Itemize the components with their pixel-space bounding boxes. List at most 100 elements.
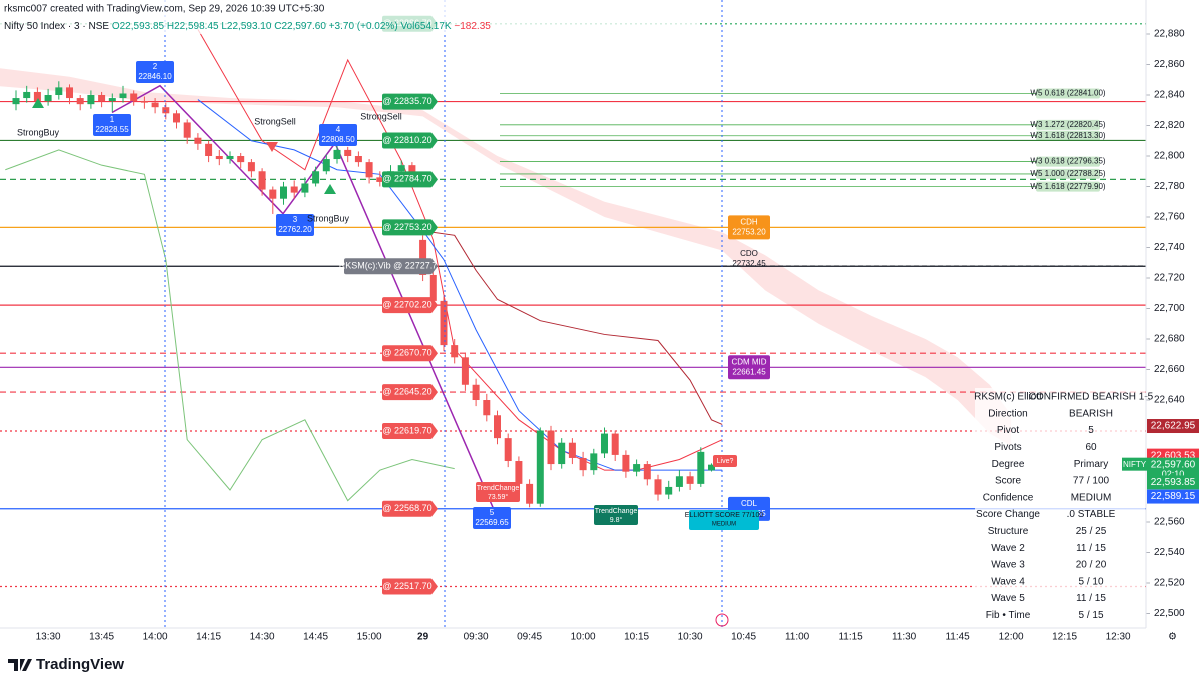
candle-body bbox=[344, 149, 352, 157]
candle-body bbox=[665, 486, 673, 495]
score-badge-level: MEDIUM bbox=[712, 522, 736, 528]
level-tag-label: @ 22810.20 bbox=[382, 135, 431, 145]
info-table-value: Primary bbox=[1074, 459, 1108, 470]
score-badge bbox=[689, 510, 759, 530]
pivot-value: 22569.65 bbox=[475, 518, 509, 527]
info-table-key: Structure bbox=[988, 526, 1029, 537]
info-table-value: MEDIUM bbox=[1071, 492, 1112, 503]
settings-icon[interactable]: ⚙ bbox=[1168, 632, 1177, 643]
y-tick-label: 22,780 bbox=[1154, 181, 1185, 192]
level-tag-arrow bbox=[432, 345, 438, 362]
level-tag-label: @ 22702.20 bbox=[382, 300, 431, 310]
day-level-tag bbox=[728, 215, 770, 240]
brand-logo bbox=[8, 659, 32, 671]
candle-body bbox=[419, 239, 427, 275]
info-table-key: Wave 3 bbox=[991, 560, 1025, 571]
day-level-value: 22753.20 bbox=[732, 227, 766, 236]
x-tick-label: 09:45 bbox=[517, 632, 542, 643]
info-table-value: 11 / 15 bbox=[1076, 593, 1106, 604]
fib-label: W3 1.272 (22820.45) bbox=[1030, 120, 1105, 129]
price-tag-label: 22,593.85 bbox=[1151, 477, 1196, 488]
candle-body bbox=[237, 156, 245, 163]
candle-body bbox=[183, 122, 191, 138]
fib-tag bbox=[1036, 168, 1100, 179]
indicator-line bbox=[197, 99, 723, 471]
info-table-key: Wave 4 bbox=[991, 576, 1025, 587]
candle-body bbox=[119, 93, 127, 99]
info-table-value: 11 / 15 bbox=[1076, 543, 1106, 554]
candle-body bbox=[333, 149, 341, 160]
y-tick-label: 22,720 bbox=[1154, 273, 1185, 284]
sell-arrow bbox=[266, 142, 278, 152]
info-table-value: 5 bbox=[1088, 425, 1094, 436]
level-tag-label: @ 22784.70 bbox=[382, 174, 431, 184]
level-tag-label: @ 22619.70 bbox=[382, 425, 431, 435]
candle-body bbox=[515, 461, 523, 484]
level-tag-arrow bbox=[432, 578, 438, 595]
attribution: rksmc007 created with TradingView.com, S… bbox=[4, 4, 325, 15]
header-bg bbox=[0, 0, 700, 34]
candle-body bbox=[697, 451, 705, 484]
candle-body bbox=[547, 430, 555, 465]
info-table-key: Pivots bbox=[994, 442, 1021, 453]
x-tick-label: 10:30 bbox=[678, 632, 703, 643]
candle-body bbox=[472, 384, 480, 401]
signal-label: StrongSell bbox=[254, 116, 296, 126]
candle-body bbox=[601, 433, 608, 454]
candle-body bbox=[173, 113, 180, 123]
trend-angle: 9.8° bbox=[610, 516, 623, 524]
pivot-number: 4 bbox=[336, 125, 341, 134]
indicator-line bbox=[5, 149, 455, 502]
candle-body bbox=[322, 159, 330, 172]
candle-body bbox=[290, 186, 298, 193]
x-tick-label: 11:00 bbox=[785, 632, 810, 643]
level-tag-label: RKSM(c):Vib @ 22727.7 bbox=[339, 261, 438, 271]
pivot-box bbox=[93, 114, 131, 136]
fib-tag bbox=[1036, 181, 1100, 192]
level-tag-label: @ 22645.20 bbox=[382, 386, 431, 396]
pivot-number: 1 bbox=[110, 115, 115, 124]
candle-body bbox=[12, 98, 20, 105]
brand-name: TradingView bbox=[36, 656, 124, 673]
pivot-box bbox=[473, 507, 511, 529]
price-tag bbox=[1147, 419, 1199, 434]
info-table-key: Direction bbox=[988, 408, 1027, 419]
fib-label: W3 0.618 (22796.35) bbox=[1030, 157, 1105, 166]
candle-body bbox=[686, 476, 694, 484]
level-tag-arrow bbox=[432, 171, 438, 188]
candle-body bbox=[215, 156, 223, 160]
level-tag-label: @ 22670.70 bbox=[382, 348, 431, 358]
candle-body bbox=[140, 101, 148, 103]
y-tick-label: 22,640 bbox=[1154, 395, 1185, 406]
countdown: 02:10 bbox=[1162, 469, 1185, 479]
candle-body bbox=[590, 453, 598, 471]
candle-body bbox=[397, 165, 405, 172]
price-tag bbox=[1147, 475, 1199, 490]
pivot-value: 22762.20 bbox=[278, 225, 312, 234]
candle-body bbox=[87, 95, 95, 105]
level-tag bbox=[382, 422, 432, 439]
indicator-line bbox=[422, 230, 723, 425]
candle-body bbox=[33, 91, 41, 102]
info-table-value: .0 STABLE bbox=[1067, 509, 1116, 520]
price-tag-label: 22,597.60 bbox=[1151, 459, 1196, 470]
candle-body bbox=[76, 98, 84, 105]
x-tick-label: 11:30 bbox=[892, 632, 917, 643]
candle-body bbox=[44, 95, 52, 102]
candle-body bbox=[194, 137, 202, 144]
level-tag bbox=[382, 297, 432, 314]
day-level-name: CDL bbox=[741, 499, 758, 508]
y-tick-label: 22,560 bbox=[1154, 517, 1185, 528]
plot-area: W5 0.618 (22841.00) W3 1.272 (22820.45) W3… bbox=[0, 23, 1150, 615]
x-tick-label: 13:45 bbox=[89, 632, 114, 643]
x-tick-label: 15:00 bbox=[357, 632, 382, 643]
event-icon bbox=[715, 613, 729, 627]
x-tick-label: 10:00 bbox=[571, 632, 596, 643]
x-tick-label: 09:30 bbox=[464, 632, 489, 643]
buy-arrow bbox=[324, 184, 336, 194]
info-table-value: 5 / 10 bbox=[1078, 576, 1103, 587]
candle-body bbox=[461, 357, 469, 385]
candle-body bbox=[312, 171, 320, 184]
info-table-key: RKSM(c) Elliott bbox=[974, 392, 1042, 403]
candle-body bbox=[408, 165, 416, 175]
